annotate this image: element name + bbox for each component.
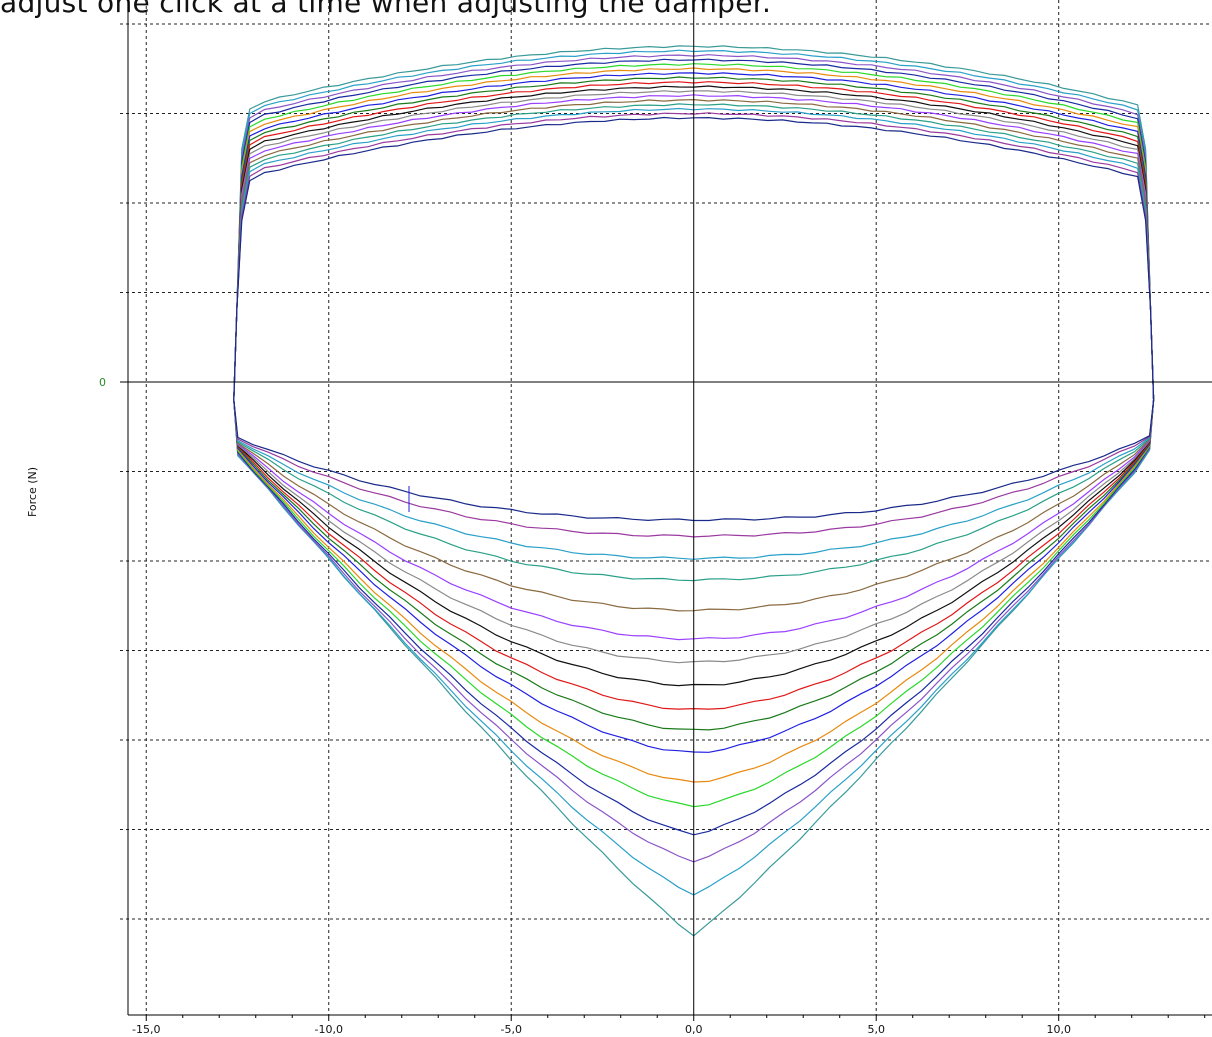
caption-text: adjust one click at a time when adjustin… [0,0,772,19]
axis-labels: -15,0-10,0-5,00,05,010,00Displacement (m… [26,376,1071,1036]
series-line [233,81,1155,710]
series-line [233,72,1155,753]
series-line [233,103,1155,582]
y-tick-label-zero: 0 [99,376,106,389]
series-line [233,107,1155,560]
x-tick-label: -5,0 [500,1023,521,1036]
series-line [233,94,1155,641]
series-group [233,45,1155,937]
series-line [233,54,1155,863]
grid-lines [120,0,1212,1015]
x-tick-label: -10,0 [315,1023,343,1036]
series-line [233,63,1155,808]
series-line [233,45,1155,937]
series-line [233,116,1155,522]
series-line [233,85,1155,687]
series-line [233,58,1155,836]
series-line [233,49,1155,896]
series-line [233,98,1155,612]
series-line [233,67,1155,783]
series-line [233,112,1155,538]
series-line [233,90,1155,664]
x-tick-label: 0,0 [685,1023,703,1036]
series-line [233,76,1155,731]
x-tick-label: 10,0 [1046,1023,1071,1036]
x-tick-label: -15,0 [132,1023,160,1036]
axes [120,0,1212,1021]
y-axis-title: Force (N) [26,467,39,517]
x-tick-label: 5,0 [867,1023,885,1036]
